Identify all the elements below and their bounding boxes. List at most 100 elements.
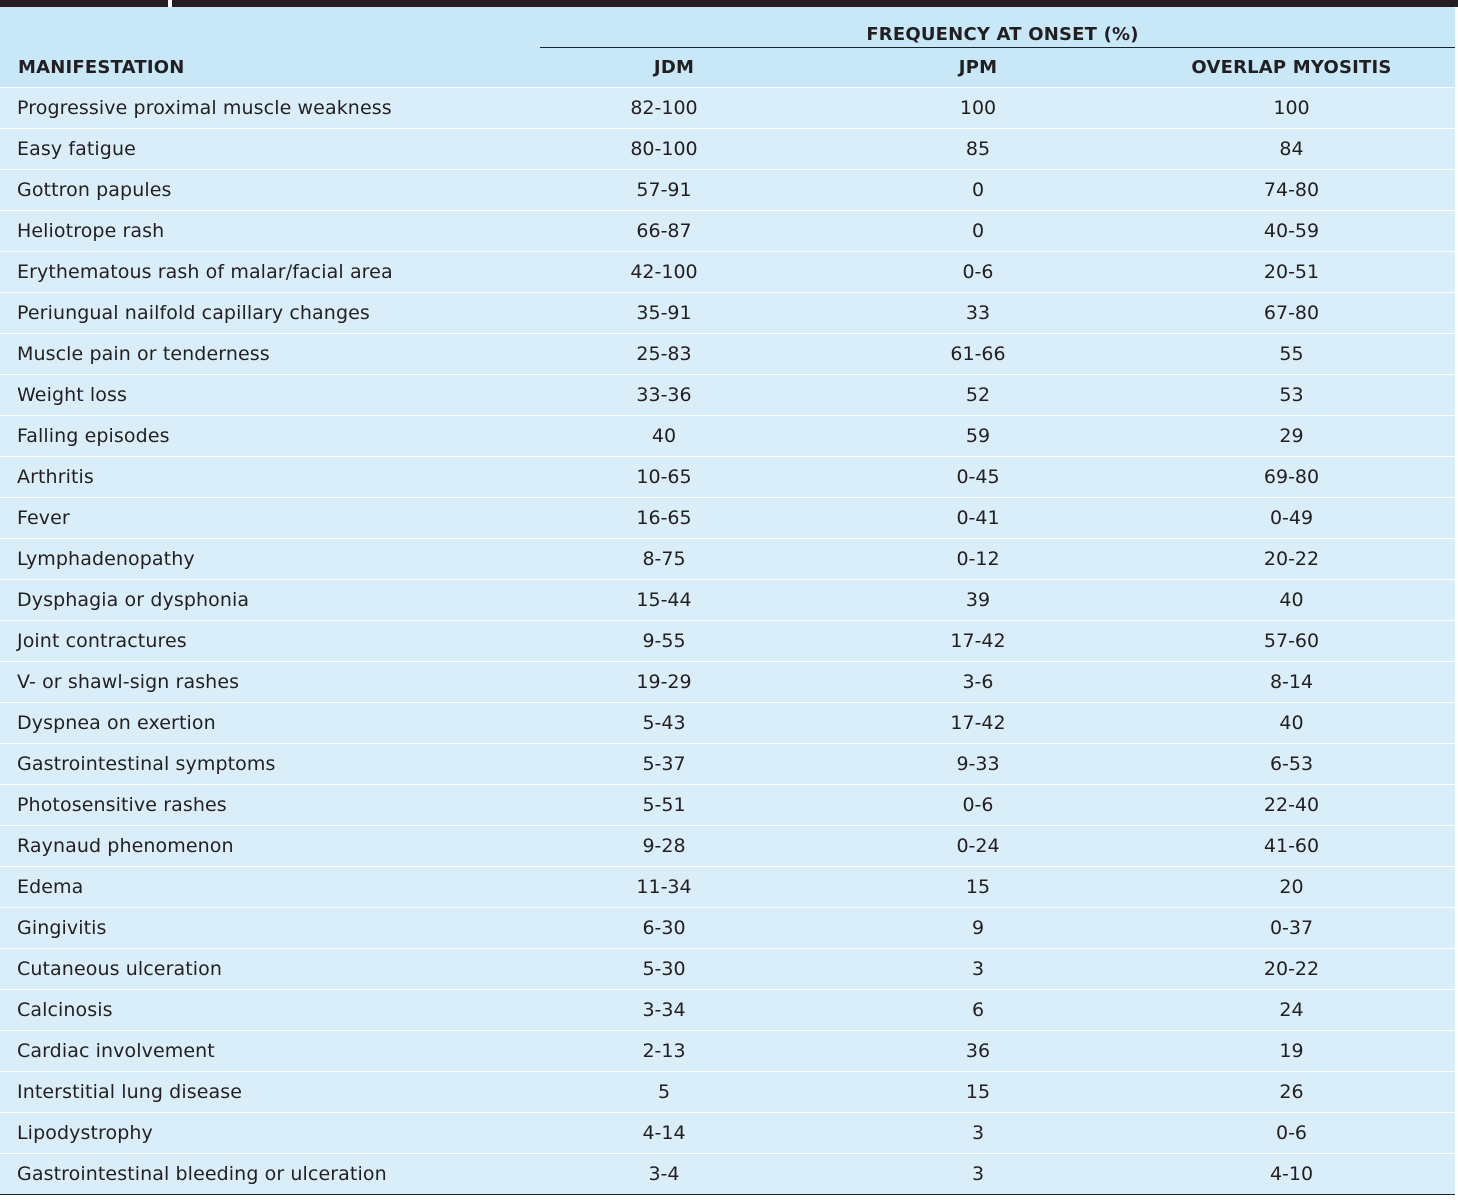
jpm-cell: 0-45 (828, 456, 1128, 498)
table-row: Photosensitive rashes 5-51 0-6 22-40 (0, 784, 1456, 826)
overlap-myositis-cell: 20 (1128, 866, 1456, 908)
jpm-cell: 0-41 (828, 497, 1128, 539)
table-row: Gastrointestinal symptoms 5-37 9-33 6-53 (0, 743, 1456, 785)
jdm-cell: 11-34 (540, 866, 828, 908)
jpm-cell: 33 (828, 292, 1128, 334)
manifestation-cell: Raynaud phenomenon (0, 825, 540, 867)
manifestation-cell: Dysphagia or dysphonia (0, 579, 540, 621)
manifestation-cell: Falling episodes (0, 415, 540, 457)
overlap-myositis-cell: 29 (1128, 415, 1456, 457)
table-row: Falling episodes 40 59 29 (0, 415, 1456, 457)
manifestation-cell: Calcinosis (0, 989, 540, 1031)
overlap-myositis-cell: 26 (1128, 1071, 1456, 1113)
overlap-myositis-cell: 69-80 (1128, 456, 1456, 498)
header-row-group: FREQUENCY AT ONSET (%) (0, 7, 1456, 48)
jpm-cell: 6 (828, 989, 1128, 1031)
overlap-myositis-cell: 20-22 (1128, 538, 1456, 580)
table-row: Gingivitis 6-30 9 0-37 (0, 907, 1456, 949)
manifestation-cell: Photosensitive rashes (0, 784, 540, 826)
overlap-myositis-cell: 0-6 (1128, 1112, 1456, 1154)
manifestation-cell: Progressive proximal muscle weakness (0, 87, 540, 129)
overlap-myositis-cell: 84 (1128, 128, 1456, 170)
jdm-cell: 3-4 (540, 1153, 828, 1195)
jdm-cell: 5-30 (540, 948, 828, 990)
manifestation-cell: Weight loss (0, 374, 540, 416)
jdm-cell: 9-55 (540, 620, 828, 662)
manifestation-cell: Easy fatigue (0, 128, 540, 170)
jpm-cell: 0-12 (828, 538, 1128, 580)
table-row: Edema 11-34 15 20 (0, 866, 1456, 908)
manifestation-cell: Cutaneous ulceration (0, 948, 540, 990)
manifestation-cell: Gastrointestinal bleeding or ulceration (0, 1153, 540, 1195)
jdm-cell: 16-65 (540, 497, 828, 539)
overlap-myositis-cell: 20-51 (1128, 251, 1456, 293)
jpm-cell: 52 (828, 374, 1128, 416)
overlap-myositis-cell: 20-22 (1128, 948, 1456, 990)
jdm-cell: 25-83 (540, 333, 828, 375)
jdm-cell: 8-75 (540, 538, 828, 580)
jpm-cell: 85 (828, 128, 1128, 170)
jpm-cell: 3-6 (828, 661, 1128, 703)
table-row: Dysphagia or dysphonia 15-44 39 40 (0, 579, 1456, 621)
jpm-cell: 0 (828, 169, 1128, 211)
jpm-cell: 15 (828, 1071, 1128, 1113)
table-row: Heliotrope rash 66-87 0 40-59 (0, 210, 1456, 252)
manifestations-table-container: FREQUENCY AT ONSET (%) MANIFESTATION JDM… (0, 7, 1456, 1195)
manifestation-cell: Cardiac involvement (0, 1030, 540, 1072)
manifestation-cell: V- or shawl-sign rashes (0, 661, 540, 703)
jdm-cell: 5-43 (540, 702, 828, 744)
jpm-cell: 0 (828, 210, 1128, 252)
jdm-cell: 57-91 (540, 169, 828, 211)
table-row: Calcinosis 3-34 6 24 (0, 989, 1456, 1031)
jpm-cell: 0-6 (828, 251, 1128, 293)
overlap-myositis-cell: 0-49 (1128, 497, 1456, 539)
overlap-myositis-cell: 6-53 (1128, 743, 1456, 785)
jpm-cell: 0-6 (828, 784, 1128, 826)
manifestation-cell: Fever (0, 497, 540, 539)
column-header-overlap-myositis: OVERLAP MYOSITIS (1128, 47, 1456, 88)
jpm-cell: 59 (828, 415, 1128, 457)
manifestation-cell: Heliotrope rash (0, 210, 540, 252)
manifestation-cell: Erythematous rash of malar/facial area (0, 251, 540, 293)
table-row: Cardiac involvement 2-13 36 19 (0, 1030, 1456, 1072)
jdm-cell: 3-34 (540, 989, 828, 1031)
manifestation-cell: Lymphadenopathy (0, 538, 540, 580)
column-header-jpm: JPM (828, 47, 1128, 88)
jpm-cell: 39 (828, 579, 1128, 621)
jpm-cell: 36 (828, 1030, 1128, 1072)
jdm-cell: 4-14 (540, 1112, 828, 1154)
jpm-cell: 15 (828, 866, 1128, 908)
manifestation-cell: Lipodystrophy (0, 1112, 540, 1154)
overlap-myositis-cell: 67-80 (1128, 292, 1456, 334)
top-rule (0, 0, 1458, 7)
overlap-myositis-cell: 24 (1128, 989, 1456, 1031)
jdm-cell: 33-36 (540, 374, 828, 416)
jdm-cell: 6-30 (540, 907, 828, 949)
overlap-myositis-cell: 0-37 (1128, 907, 1456, 949)
jpm-cell: 3 (828, 948, 1128, 990)
jdm-cell: 35-91 (540, 292, 828, 334)
table-row: Weight loss 33-36 52 53 (0, 374, 1456, 416)
jdm-cell: 9-28 (540, 825, 828, 867)
manifestation-cell: Muscle pain or tenderness (0, 333, 540, 375)
table-body: Progressive proximal muscle weakness 82-1… (0, 87, 1456, 1195)
jpm-cell: 100 (828, 87, 1128, 129)
jdm-cell: 42-100 (540, 251, 828, 293)
manifestation-cell: Joint contractures (0, 620, 540, 662)
jdm-cell: 40 (540, 415, 828, 457)
jdm-cell: 5-37 (540, 743, 828, 785)
overlap-myositis-cell: 4-10 (1128, 1153, 1456, 1195)
jdm-cell: 10-65 (540, 456, 828, 498)
overlap-myositis-cell: 41-60 (1128, 825, 1456, 867)
jpm-cell: 3 (828, 1153, 1128, 1195)
jdm-cell: 19-29 (540, 661, 828, 703)
top-rule-gap (168, 0, 172, 7)
table-row: Gastrointestinal bleeding or ulceration 3… (0, 1153, 1456, 1195)
table-row: Raynaud phenomenon 9-28 0-24 41-60 (0, 825, 1456, 867)
manifestation-cell: Edema (0, 866, 540, 908)
table-row: Lipodystrophy 4-14 3 0-6 (0, 1112, 1456, 1154)
jpm-cell: 0-24 (828, 825, 1128, 867)
overlap-myositis-cell: 100 (1128, 87, 1456, 129)
table-row: Fever 16-65 0-41 0-49 (0, 497, 1456, 539)
jdm-cell: 2-13 (540, 1030, 828, 1072)
